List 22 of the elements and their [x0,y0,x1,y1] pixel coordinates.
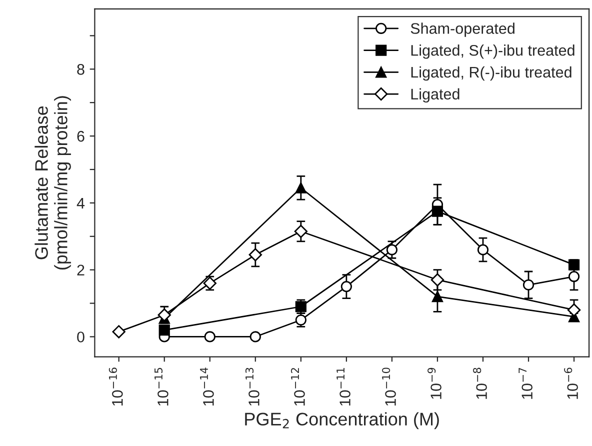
x-tick-label: 10$^{−6}$ [564,368,578,399]
x-tick-label: 10$^{−13}$ [245,368,260,406]
x-tick-label: 10$^{−12}$ [290,368,305,406]
x-tick-label: 10$^{−9}$ [428,368,442,399]
legend-label: Sham-operated [410,22,514,37]
y-axis-title: Glutamate Release (pmol/min/mg protein) [34,96,71,270]
y-tick-label: 8 [77,64,84,75]
x-tick-label: 10$^{−7}$ [518,368,532,399]
y-tick-label: 0 [77,332,84,342]
legend-label: Ligated, R(-)-ibu treated [411,66,572,81]
x-axis-title: PGE$_{2}$ Concentration (M) [245,412,439,430]
x-tick-label: 10$^{−16}$ [108,368,123,406]
legend-label: Ligated, S(+)-ibu treated [411,44,574,59]
x-tick-label: 10$^{−8}$ [473,368,487,399]
x-tick-label: 10$^{−11}$ [336,368,350,406]
legend-label: Ligated [411,88,460,103]
y-tick-label: 4 [76,198,85,208]
y-tick-label: 6 [77,130,84,142]
x-tick-label: 10$^{−14}$ [200,368,214,406]
x-tick-label: 10$^{−10}$ [382,368,396,406]
y-tick-label: 2 [77,264,84,276]
x-tick-label: 10$^{−15}$ [154,368,168,406]
